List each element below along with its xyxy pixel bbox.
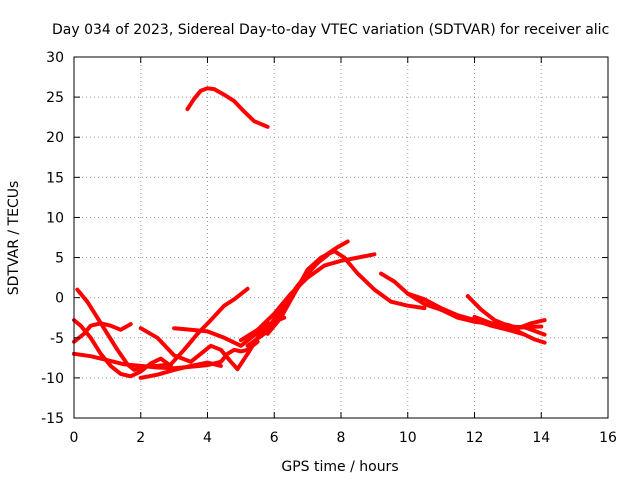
series-line-arc-5 (138, 319, 270, 372)
y-tick-label: -10 (41, 371, 64, 387)
series-line-rise-1 (238, 252, 377, 343)
y-tick-label: 10 (46, 210, 64, 226)
series-line-arc-7 (138, 360, 223, 380)
data-series (72, 86, 547, 380)
x-tick-label: 14 (532, 430, 550, 446)
y-tick-label: 0 (55, 291, 64, 307)
series-line-fall-3 (465, 294, 547, 345)
x-axis-label: GPS time / hours (281, 459, 398, 475)
y-tick-label: -15 (41, 411, 64, 427)
y-tick-label: -5 (50, 331, 64, 347)
y-tick-label: 30 (46, 50, 64, 66)
axis-ticks: 0 2 4 6 8 10 12 14 16 -15 -10 -5 0 5 10 15 20 25 30 (41, 50, 617, 446)
series-line-fall-5 (405, 291, 527, 337)
y-tick-label: 5 (55, 251, 64, 267)
y-axis-label: SDTVAR / TECUs (6, 181, 22, 296)
x-tick-label: 16 (599, 430, 617, 446)
x-tick-label: 8 (337, 430, 346, 446)
series-line-arc-3 (72, 321, 133, 344)
y-tick-label: 20 (46, 130, 64, 146)
y-tick-label: 25 (46, 90, 64, 106)
y-tick-label: 15 (46, 170, 64, 186)
x-tick-label: 2 (136, 430, 145, 446)
series-line-arc-2 (72, 318, 173, 379)
x-tick-label: 0 (70, 430, 79, 446)
x-tick-label: 12 (466, 430, 484, 446)
grid-lines (74, 57, 608, 418)
x-tick-label: 10 (399, 430, 417, 446)
x-tick-label: 4 (203, 430, 212, 446)
series-line-arc-high (185, 86, 270, 129)
series-line-rise-4 (265, 249, 427, 336)
chart-title: Day 034 of 2023, Sidereal Day-to-day VTE… (52, 22, 609, 38)
x-tick-label: 6 (270, 430, 279, 446)
